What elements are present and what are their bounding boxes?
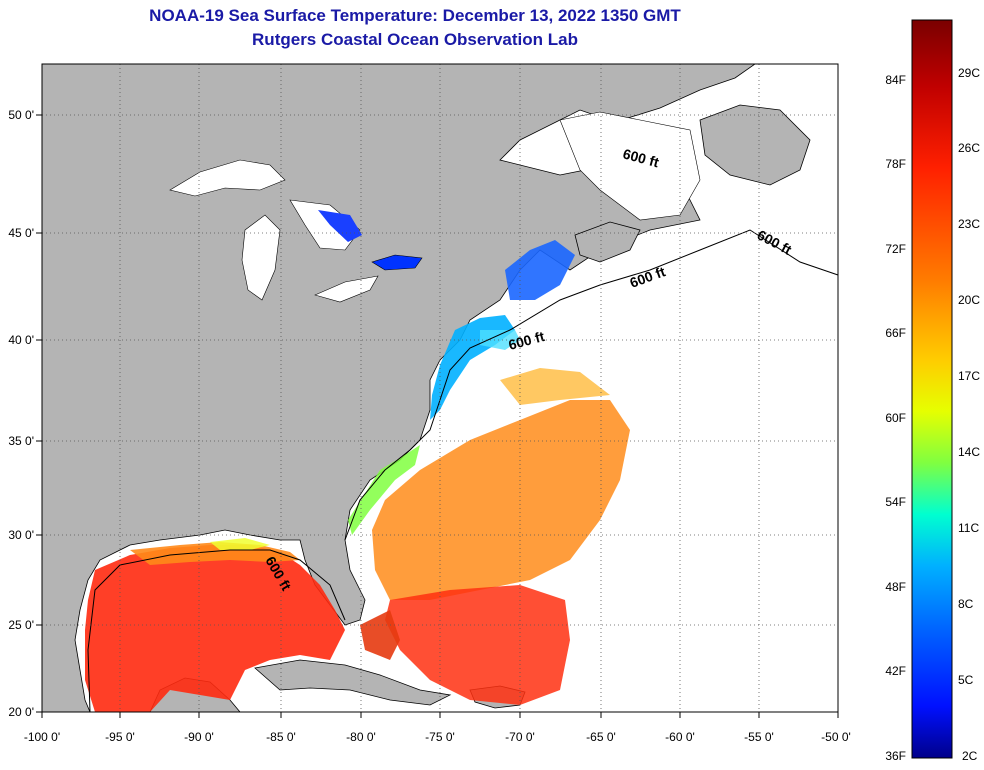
lake-superior <box>169 159 286 197</box>
colorbar-c-label: 26C <box>958 141 980 155</box>
sst-sargasso-north <box>500 368 610 405</box>
lat-label: 35 0' <box>8 434 34 448</box>
lon-label: -50 0' <box>821 730 851 744</box>
colorbar <box>911 19 953 759</box>
colorbar-c-label: 5C <box>958 673 974 687</box>
map-subtitle: Rutgers Coastal Ocean Observation Lab <box>252 30 578 49</box>
lat-label: 45 0' <box>8 226 34 240</box>
lon-label: -95 0' <box>105 730 135 744</box>
lon-label: -80 0' <box>346 730 376 744</box>
sst-gulf-of-maine <box>505 240 575 300</box>
sst-carolina-shelf <box>348 445 420 535</box>
colorbar-f-label: 72F <box>885 242 906 256</box>
colorbar-c-label: 14C <box>958 445 980 459</box>
axis-ticks <box>36 114 839 718</box>
sst-gulf-nearshore <box>210 538 270 550</box>
lat-label: 50 0' <box>8 108 34 122</box>
newfoundland-island <box>699 104 811 186</box>
lat-label: 30 0' <box>8 528 34 542</box>
lake-erie <box>314 275 379 303</box>
colorbar-fahrenheit-labels: 84F 78F 72F 66F 60F 54F 48F 42F 36F <box>885 73 906 763</box>
colorbar-f-label: 78F <box>885 157 906 171</box>
sst-gulf-of-mexico <box>85 545 345 712</box>
sst-south-atlantic <box>385 585 570 705</box>
sst-gulf-stream <box>372 400 630 600</box>
colorbar-f-label: 48F <box>885 580 906 594</box>
colorbar-c-label: 8C <box>958 597 974 611</box>
lake-huron <box>289 199 361 251</box>
colorbar-celsius-labels: 29C 26C 23C 20C 17C 14C 11C 8C 5C 2C <box>958 66 980 763</box>
colorbar-c-label: 11C <box>958 521 979 535</box>
colorbar-f-label: 84F <box>885 73 906 87</box>
colorbar-f-label: 60F <box>885 411 906 425</box>
lake-ontario <box>371 254 423 271</box>
lat-label: 20 0' <box>8 705 34 719</box>
colorbar-c-label: 2C <box>962 749 978 763</box>
colorbar-c-label: 20C <box>958 293 980 307</box>
lake-michigan <box>241 214 281 301</box>
map-title: NOAA-19 Sea Surface Temperature: Decembe… <box>149 6 681 25</box>
lon-label: -60 0' <box>665 730 695 744</box>
lon-label: -85 0' <box>266 730 296 744</box>
lon-label: -70 0' <box>505 730 535 744</box>
lon-label: -55 0' <box>744 730 774 744</box>
colorbar-c-label: 17C <box>958 369 980 383</box>
lon-label: -65 0' <box>586 730 616 744</box>
graticule <box>42 64 838 712</box>
sst-nj-shelf <box>480 330 520 350</box>
nova-scotia <box>574 221 641 263</box>
lat-label: 25 0' <box>8 618 34 632</box>
colorbar-c-label: 29C <box>958 66 980 80</box>
latitude-labels: 50 0' 45 0' 40 0' 35 0' 30 0' 25 0' 20 0… <box>8 108 34 719</box>
colorbar-f-label: 54F <box>885 495 906 509</box>
colorbar-f-label: 36F <box>885 749 906 763</box>
longitude-labels: -100 0' -95 0' -90 0' -85 0' -80 0' -75 … <box>24 730 851 744</box>
lon-label: -100 0' <box>24 730 60 744</box>
georgian-bay <box>318 210 362 242</box>
colorbar-f-label: 66F <box>885 326 906 340</box>
colorbar-c-label: 23C <box>958 217 980 231</box>
gulf-st-lawrence <box>559 111 701 221</box>
lon-label: -75 0' <box>425 730 455 744</box>
colorbar-f-label: 42F <box>885 664 906 678</box>
isobath-600ft <box>87 229 839 713</box>
sst-florida-straits <box>360 610 400 660</box>
lon-label: -90 0' <box>184 730 214 744</box>
lat-label: 40 0' <box>8 333 34 347</box>
